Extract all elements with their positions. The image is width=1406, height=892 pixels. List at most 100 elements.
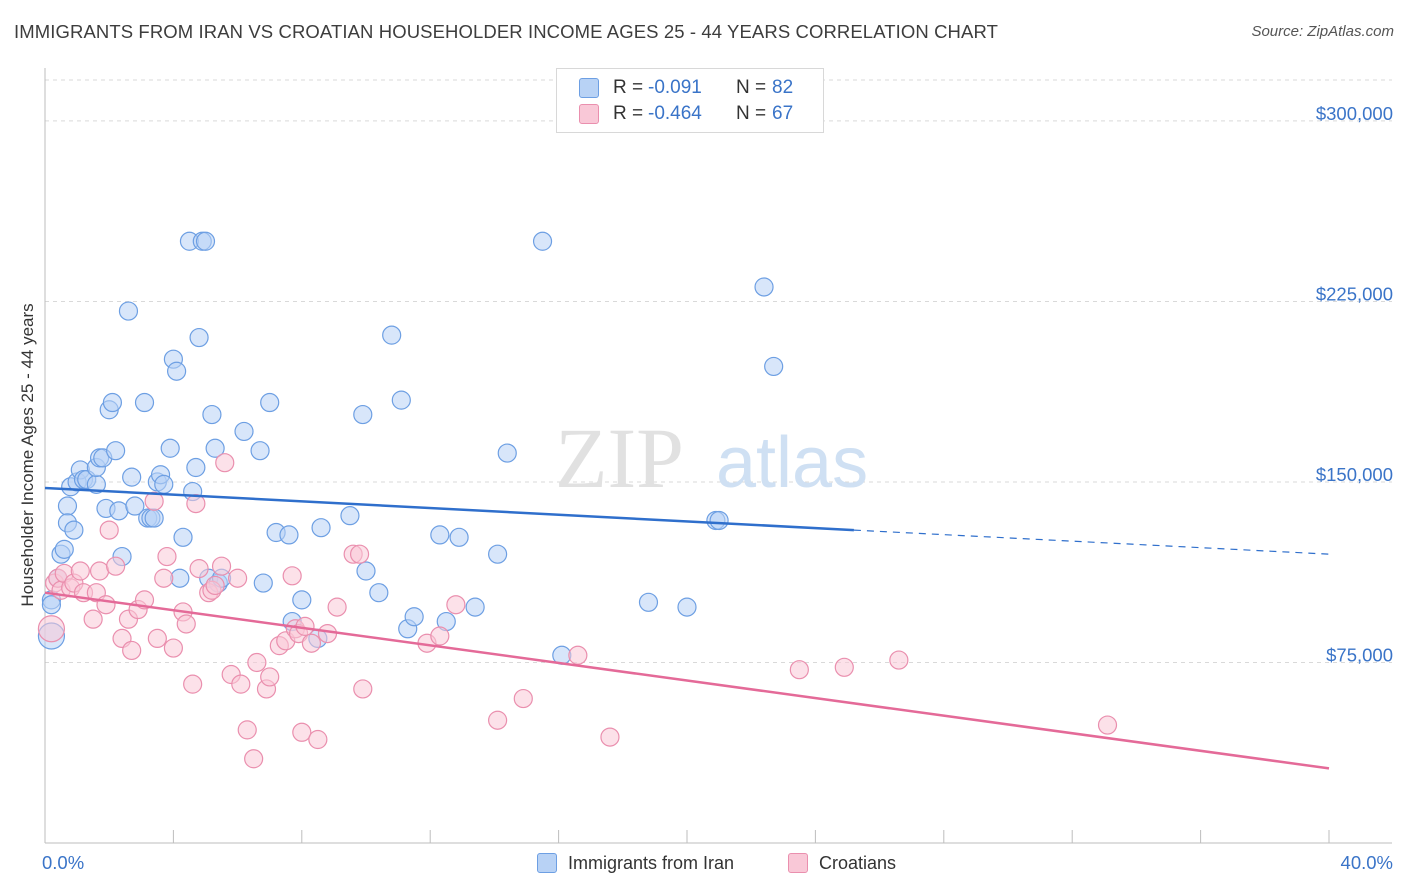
iran-point — [356, 561, 376, 581]
croatians-point — [237, 720, 257, 740]
iran-point — [260, 392, 280, 413]
legend-r-value: -0.464 — [648, 103, 702, 124]
iran-point — [202, 404, 222, 425]
iran-point — [118, 301, 139, 321]
legend-r-label: R = — [613, 77, 644, 98]
croatians-point — [353, 679, 373, 699]
iran-point — [353, 404, 373, 425]
croatians-point — [99, 520, 119, 540]
croatians-point — [96, 595, 116, 615]
croatians-point — [889, 650, 909, 670]
croatians-point — [228, 568, 248, 588]
croatians-point — [244, 749, 264, 769]
iran-point — [41, 595, 62, 615]
iran-point — [205, 438, 225, 458]
iran-point — [189, 327, 209, 348]
croatians-point — [231, 674, 251, 694]
iran-point — [430, 525, 450, 545]
croatians-point — [157, 546, 177, 567]
iran-point — [186, 457, 206, 478]
croatians-point — [89, 561, 110, 581]
croatians-point — [83, 609, 103, 629]
iran-point — [154, 474, 174, 494]
iran-point — [638, 592, 659, 612]
croatians-point — [134, 590, 155, 610]
croatians-point — [1097, 715, 1118, 735]
bottom-legend-swatch-iran — [537, 853, 557, 873]
croatians-point — [247, 652, 267, 673]
iran-point — [167, 361, 187, 381]
iran-point — [754, 277, 774, 297]
croatians-point — [488, 710, 508, 730]
croatians-point — [183, 674, 203, 694]
trend-line-croatians — [44, 591, 1330, 770]
source-credit: Source: ZipAtlas.com — [1251, 23, 1394, 40]
croatians-point — [147, 628, 167, 649]
grid — [45, 79, 1392, 663]
croatians-point — [70, 561, 90, 581]
croatians-point — [189, 559, 209, 579]
croatians-point — [205, 575, 225, 596]
watermark-atlas: atlas — [716, 423, 868, 503]
iran-point — [532, 231, 553, 251]
iran-point — [709, 510, 729, 531]
croatians-point — [349, 544, 370, 564]
y-tick-label: $150,000 — [1316, 464, 1393, 485]
iran-point — [292, 590, 312, 610]
watermark-zip: ZIP — [555, 410, 684, 506]
legend-r-label: R = — [613, 103, 644, 124]
iran-point — [253, 573, 273, 593]
iran-point — [134, 392, 155, 413]
croatians-point — [568, 645, 588, 665]
chart-title: IMMIGRANTS FROM IRAN VS CROATIAN HOUSEHO… — [14, 21, 998, 42]
series-croatians-points — [37, 453, 1118, 769]
iran-point — [170, 568, 190, 588]
y-axis-title: Householder Income Ages 25 - 44 years — [18, 303, 37, 606]
bottom-legend-label-croatians: Croatians — [819, 853, 897, 873]
iran-point — [677, 597, 697, 617]
iran-point — [279, 525, 299, 545]
iran-point — [497, 443, 517, 463]
iran-point — [465, 597, 485, 617]
x-tick-label: 40.0% — [1341, 852, 1393, 873]
bottom-legend-swatch-croatians — [788, 853, 808, 873]
croatians-point — [789, 660, 809, 680]
y-tick-label: $300,000 — [1316, 103, 1393, 124]
legend-n-label: N = — [736, 77, 767, 98]
iran-point — [173, 527, 193, 547]
iran-point — [488, 544, 508, 564]
iran-point — [144, 508, 164, 528]
croatians-point — [430, 626, 450, 646]
legend-n-value: 67 — [772, 103, 794, 124]
iran-point — [391, 390, 411, 410]
legend-n-label: N = — [736, 103, 767, 124]
croatians-point — [834, 657, 854, 677]
croatians-point — [513, 688, 533, 709]
croatians-point — [301, 633, 322, 653]
iran-point — [57, 496, 78, 516]
x-tick-label: 0.0% — [42, 852, 84, 873]
iran-point — [102, 392, 123, 413]
legend-swatch-iran — [579, 78, 599, 98]
iran-point — [64, 520, 84, 540]
iran-point — [340, 506, 360, 526]
iran-point — [250, 441, 270, 461]
croatians-point — [317, 623, 338, 644]
croatians-point — [154, 568, 174, 588]
croatians-point — [327, 597, 347, 617]
trend-line-iran — [44, 486, 854, 532]
iran-point — [382, 325, 402, 345]
croatians-point — [37, 615, 66, 643]
trend-lines — [44, 486, 1330, 770]
iran-point — [234, 421, 254, 442]
iran-point — [311, 518, 331, 538]
croatians-point — [122, 640, 142, 661]
croatians-point — [600, 727, 620, 747]
correlation-legend: R = -0.091 N = 82 R = -0.464 N = 67 — [556, 68, 824, 133]
iran-point — [106, 441, 126, 461]
tick-labels: $75,000 $150,000 $225,000 $300,000 0.0% 40.0%… — [18, 103, 1393, 873]
iran-point — [449, 527, 469, 547]
trend-line-iran-extension — [853, 529, 1330, 555]
croatians-point — [260, 667, 280, 687]
